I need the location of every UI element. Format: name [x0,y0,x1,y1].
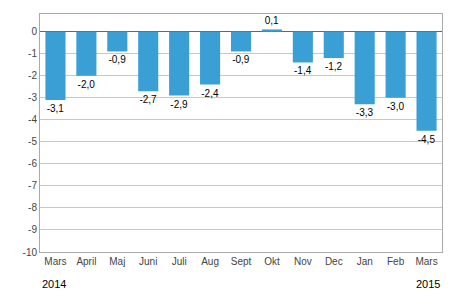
svg-text:2014: 2014 [42,278,66,290]
svg-text:-4: -4 [28,114,37,125]
svg-text:-4,5: -4,5 [418,134,436,145]
svg-text:-1,2: -1,2 [325,61,343,72]
svg-text:-1,4: -1,4 [294,65,312,76]
svg-text:-2,7: -2,7 [139,94,157,105]
svg-text:2015: 2015 [416,278,440,290]
svg-text:0,1: 0,1 [265,15,279,26]
svg-text:-9: -9 [28,224,37,235]
svg-text:Mars: Mars [415,256,437,267]
svg-text:Juni: Juni [139,256,157,267]
svg-text:-3,3: -3,3 [356,107,374,118]
svg-text:-2: -2 [28,70,37,81]
svg-text:-3,0: -3,0 [387,101,405,112]
svg-text:Aug: Aug [201,256,219,267]
svg-text:0: 0 [31,26,37,37]
svg-text:Feb: Feb [387,256,405,267]
svg-text:Sept: Sept [231,256,252,267]
svg-text:-0,9: -0,9 [108,54,126,65]
svg-text:-10: -10 [23,247,38,258]
svg-text:Mars: Mars [44,256,66,267]
svg-text:Dec: Dec [325,256,343,267]
svg-text:-5: -5 [28,136,37,147]
svg-text:April: April [76,256,96,267]
svg-text:-2,0: -2,0 [78,79,96,90]
svg-text:Maj: Maj [109,256,125,267]
svg-text:-3,1: -3,1 [47,103,65,114]
svg-text:-8: -8 [28,202,37,213]
svg-text:Jan: Jan [357,256,373,267]
svg-text:Juli: Juli [172,256,187,267]
svg-text:-2,9: -2,9 [170,99,188,110]
svg-text:-3: -3 [28,92,37,103]
svg-text:Okt: Okt [264,256,280,267]
svg-text:-2,4: -2,4 [201,88,219,99]
svg-text:Nov: Nov [294,256,312,267]
svg-text:-7: -7 [28,180,37,191]
svg-text:-0,9: -0,9 [232,54,250,65]
svg-text:-6: -6 [28,158,37,169]
svg-text:-1: -1 [28,48,37,59]
